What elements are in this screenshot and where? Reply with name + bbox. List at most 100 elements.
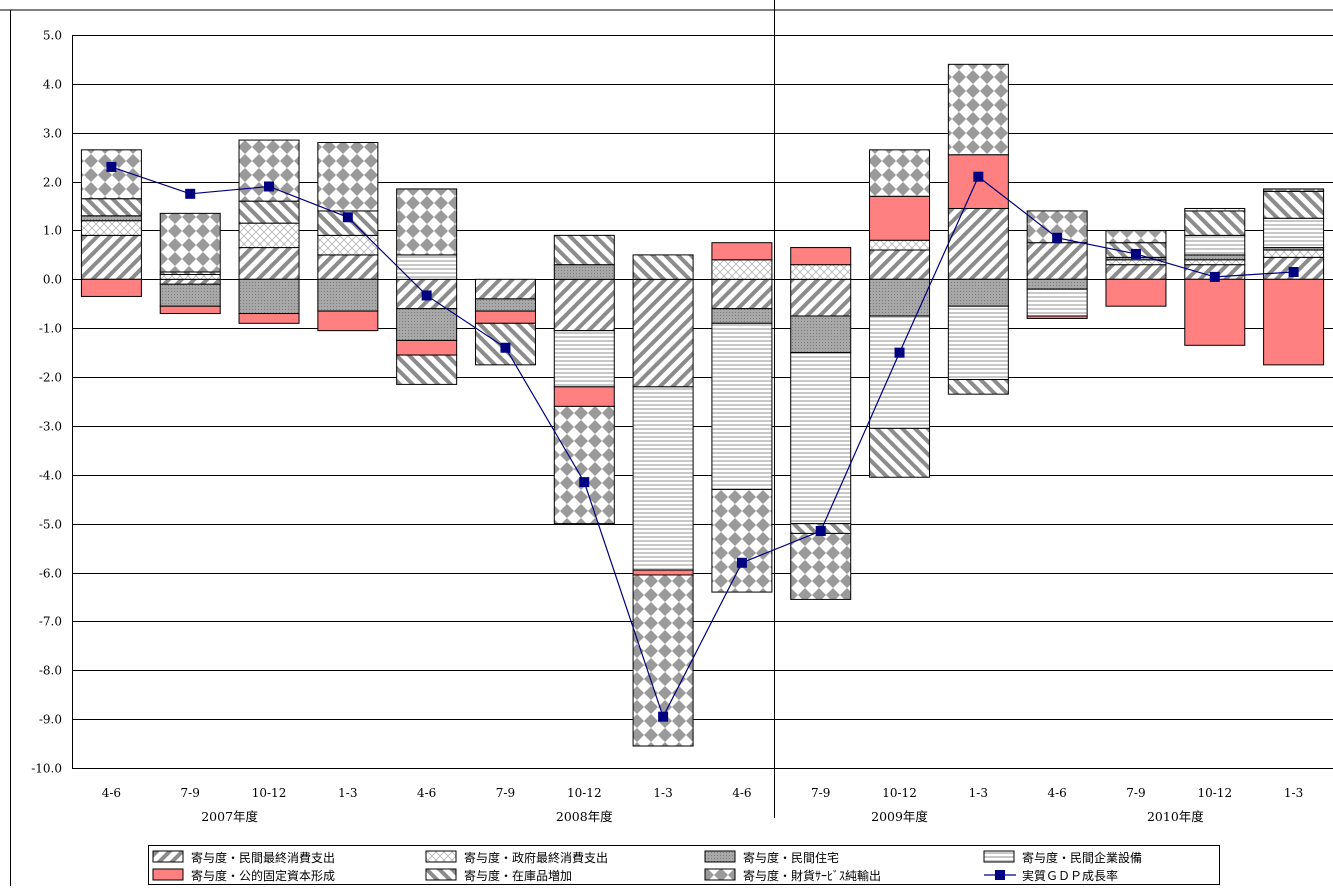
- y-tick-label: -5.0: [39, 518, 62, 532]
- legend-label: 寄与度・民間企業設備: [1022, 850, 1142, 865]
- y-tick-label: -10.0: [31, 762, 62, 776]
- bar-segment-1: [1026, 242, 1088, 280]
- bar-segment-6: [869, 427, 931, 478]
- bar-segment-5: [238, 313, 300, 324]
- bar-segment-7: [947, 63, 1009, 156]
- legend-swatch: [152, 850, 184, 863]
- bar-segment-2: [238, 222, 300, 249]
- bar-segment-6: [1184, 210, 1246, 236]
- x-category-label: 7-9: [1126, 786, 1145, 800]
- bar-segment-1: [159, 278, 221, 285]
- bar-segment-3: [553, 264, 615, 280]
- legend-label: 寄与度・民間最終消費支出: [191, 850, 335, 865]
- bar-segment-4: [711, 322, 773, 490]
- legend-label: 寄与度・公的固定資本形成: [191, 868, 335, 883]
- bar-segment-3: [711, 308, 773, 324]
- legend-label: 寄与度・財貨ｻｰﾋﾞｽ純輸出: [743, 868, 881, 883]
- bar-segment-1: [1105, 264, 1167, 280]
- bar-segment-3: [159, 283, 221, 307]
- bar-segment-1: [711, 278, 773, 310]
- gdp-point: [579, 477, 590, 488]
- gdp-point: [1209, 271, 1220, 282]
- bar-segment-7: [159, 212, 221, 273]
- x-category-label: 10-12: [567, 786, 602, 800]
- legend-box: [148, 845, 1220, 885]
- y-tick-label: -8.0: [39, 664, 62, 678]
- bar-segment-6: [396, 354, 458, 385]
- x-category-label: 10-12: [882, 786, 917, 800]
- y-tick-label: 3.0: [43, 127, 62, 141]
- bar-segment-7: [869, 149, 931, 197]
- gdp-point: [815, 525, 826, 536]
- bar-segment-5: [1263, 278, 1325, 366]
- bar-segment-2: [790, 264, 852, 280]
- legend-label: 寄与度・政府最終消費支出: [464, 850, 608, 865]
- y-tick-label: 5.0: [43, 29, 62, 43]
- bar-segment-2: [80, 220, 142, 236]
- x-category-label: 7-9: [811, 786, 830, 800]
- x-year-label: 2010年度: [1147, 809, 1204, 824]
- bar-segment-5: [1105, 278, 1167, 307]
- x-category-label: 4-6: [417, 786, 436, 800]
- gdp-point: [185, 188, 196, 199]
- bar-segment-6: [1263, 190, 1325, 219]
- bar-segment-5: [317, 310, 379, 332]
- bar-segment-6: [80, 198, 142, 217]
- x-year-label: 2007年度: [201, 809, 258, 824]
- bar-segment-3: [947, 278, 1009, 307]
- bar-segment-3: [869, 278, 931, 317]
- x-category-label: 4-6: [1047, 786, 1066, 800]
- bar-segment-4: [1026, 288, 1088, 317]
- bar-segment-3: [1026, 278, 1088, 290]
- x-category-label: 4-6: [102, 786, 121, 800]
- bar-segment-5: [396, 339, 458, 356]
- bar-segment-1: [80, 234, 142, 280]
- bar-segment-7: [553, 405, 615, 525]
- x-category-label: 4-6: [732, 786, 751, 800]
- legend-swatch: [425, 850, 457, 863]
- x-category-label: 10-12: [252, 786, 287, 800]
- bar-segment-7: [1105, 229, 1167, 244]
- bar-segment-5: [553, 386, 615, 407]
- bar-segment-3: [80, 215, 142, 222]
- y-axis-ticks: 5.0 4.0 3.0 2.0 1.0 0.0 -1.0 -2.0 -3.0 -4.0 -5.0 -6…: [31, 29, 62, 776]
- bar-segment-3: [238, 278, 300, 315]
- bar-segment-4: [1263, 217, 1325, 249]
- legend-label: 寄与度・民間住宅: [743, 850, 839, 865]
- y-tick-label: 2.0: [43, 176, 62, 190]
- legend-swatch: [983, 850, 1015, 863]
- x-axis-years: 2007年度 2008年度 2009年度 2010年度: [201, 809, 1204, 824]
- y-tick-label: 0.0: [43, 273, 62, 287]
- x-year-label: 2008年度: [556, 809, 613, 824]
- y-tick-label: -4.0: [39, 469, 62, 483]
- bar-segment-1: [632, 278, 694, 388]
- bar-segment-4: [947, 305, 1009, 381]
- bar-segment-3: [1184, 254, 1246, 261]
- gdp-point: [973, 171, 984, 182]
- legend-label: 実質ＧＤＰ成長率: [1022, 868, 1118, 883]
- gdp-line-path: [111, 166, 1294, 719]
- y-tick-label: -2.0: [39, 371, 62, 385]
- x-category-label: 1-3: [338, 786, 357, 800]
- bar-segment-5: [632, 569, 694, 576]
- gdp-point: [1052, 232, 1063, 243]
- bar-segment-2: [711, 259, 773, 280]
- legend: 寄与度・民間最終消費支出 寄与度・政府最終消費支出 寄与度・民間住宅 寄与度・民間企業…: [148, 845, 1220, 885]
- bar-segment-6: [632, 254, 694, 280]
- x-axis-categories: 4-6 7-9 10-12 1-3 4-6 7-9 10-12 1-3 4-6 7-9 10-12 1…: [102, 786, 1304, 800]
- gdp-point: [342, 212, 353, 223]
- bar-segment-4: [790, 352, 852, 525]
- legend-swatch: [152, 868, 184, 881]
- bar-segment-2: [159, 273, 221, 280]
- bar-segment-2: [869, 239, 931, 251]
- bar-segment-3: [474, 298, 536, 312]
- bar-segment-1: [790, 278, 852, 317]
- bar-segment-6: [947, 379, 1009, 395]
- x-category-label: 10-12: [1197, 786, 1232, 800]
- bar-segment-1: [474, 278, 536, 300]
- bar-segment-3: [396, 308, 458, 341]
- legend-swatch: [704, 868, 736, 881]
